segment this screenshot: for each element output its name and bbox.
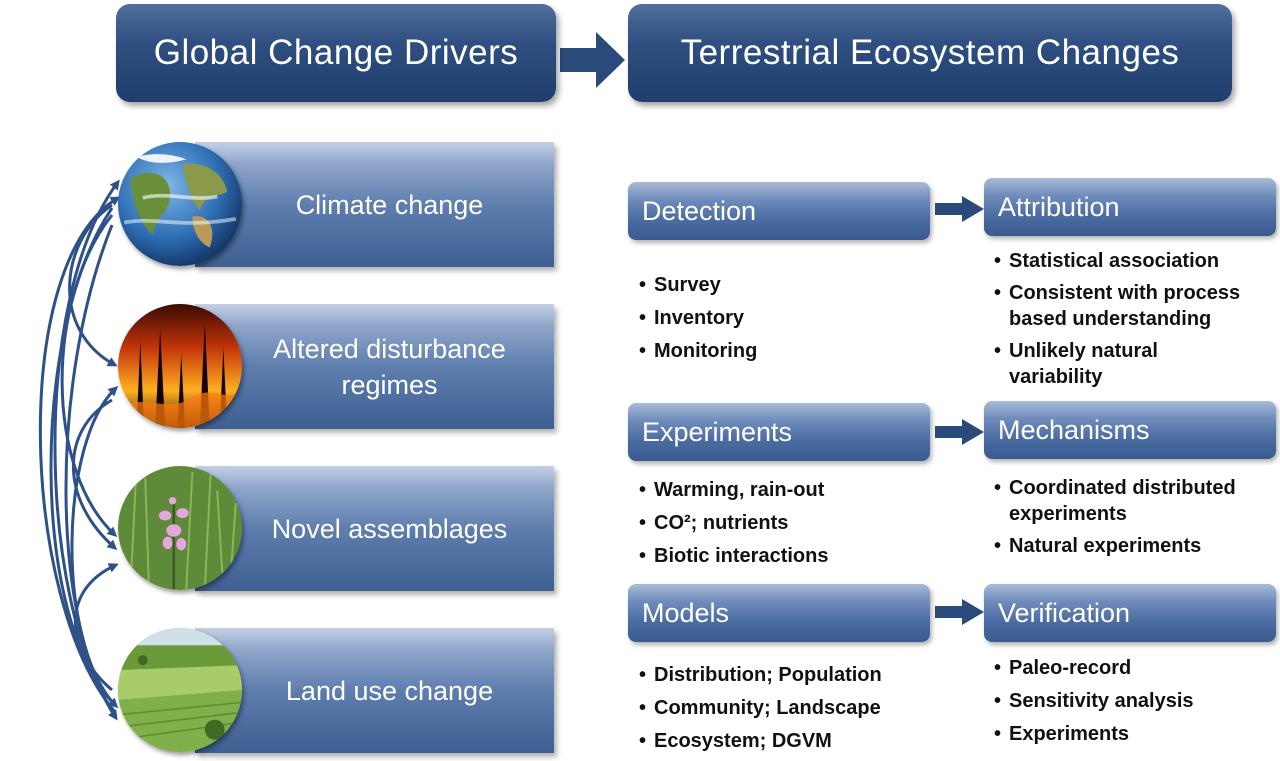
- terrestrial-ecosystem-changes-header: Terrestrial Ecosystem Changes: [628, 4, 1232, 102]
- list-item: Statistical association: [993, 248, 1273, 274]
- detection-title: Detection: [642, 195, 757, 226]
- attribution-title: Attribution: [998, 191, 1120, 222]
- list-item: Monitoring: [638, 338, 757, 364]
- list-item: Unlikely natural variability: [993, 338, 1209, 390]
- list-item: CO²; nutrients: [638, 510, 828, 536]
- detection-panel: Detection: [628, 182, 930, 240]
- header-arrow: [560, 32, 625, 88]
- farmland-icon: [118, 628, 242, 752]
- list-item: Warming, rain-out: [638, 477, 828, 503]
- list-item: Coordinated distributed experiments: [993, 475, 1274, 527]
- driver-climate-change: Climate change: [195, 142, 554, 267]
- models-list: Distribution; Population Community; Land…: [638, 662, 882, 761]
- experiments-title: Experiments: [642, 416, 793, 447]
- wildflower-icon: [118, 466, 242, 590]
- experiments-list: Warming, rain-out CO²; nutrients Biotic …: [638, 477, 828, 576]
- driver-label: Novel assemblages: [271, 513, 508, 544]
- list-item: Community; Landscape: [638, 695, 882, 721]
- driver-land-use-change: Land use change: [195, 628, 554, 753]
- list-item: Paleo-record: [993, 655, 1194, 681]
- driver-label: Altered disturbance regimes: [273, 333, 506, 400]
- driver-label: Land use change: [285, 675, 494, 706]
- list-item: Biotic interactions: [638, 543, 828, 569]
- driver-novel-assemblages: Novel assemblages: [195, 466, 554, 591]
- attribution-panel: Attribution: [984, 178, 1276, 236]
- list-item: Distribution; Population: [638, 662, 882, 688]
- list-item: Consistent with process based understand…: [993, 280, 1249, 332]
- list-item: Inventory: [638, 305, 757, 331]
- verification-title: Verification: [998, 597, 1131, 628]
- list-item: Survey: [638, 272, 757, 298]
- detection-to-attribution-arrow: [935, 196, 984, 222]
- mechanisms-list: Coordinated distributed experiments Natu…: [993, 475, 1273, 565]
- list-item: Experiments: [993, 721, 1194, 747]
- global-change-drivers-header: Global Change Drivers: [116, 4, 556, 102]
- verification-list: Paleo-record Sensitivity analysis Experi…: [993, 655, 1194, 754]
- mechanisms-panel: Mechanisms: [984, 401, 1276, 459]
- wildfire-icon: [118, 304, 242, 428]
- experiments-to-mechanisms-arrow: [935, 419, 984, 445]
- models-to-verification-arrow: [935, 599, 984, 625]
- list-item: Ecosystem; DGVM: [638, 728, 882, 754]
- verification-panel: Verification: [984, 584, 1276, 642]
- driver-altered-disturbance: Altered disturbance regimes: [195, 304, 554, 429]
- detection-list: Survey Inventory Monitoring: [638, 272, 757, 371]
- models-panel: Models: [628, 584, 930, 642]
- list-item: Sensitivity analysis: [993, 688, 1194, 714]
- driver-label: Climate change: [295, 189, 484, 220]
- experiments-panel: Experiments: [628, 403, 930, 461]
- list-item: Natural experiments: [993, 533, 1273, 559]
- attribution-list: Statistical association Consistent with …: [993, 248, 1273, 396]
- models-title: Models: [642, 597, 730, 628]
- mechanisms-title: Mechanisms: [998, 414, 1150, 445]
- globe-icon: [118, 142, 242, 266]
